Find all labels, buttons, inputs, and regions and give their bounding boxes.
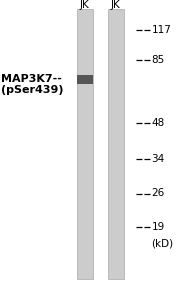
Text: 34: 34 xyxy=(152,154,165,164)
Text: 85: 85 xyxy=(152,55,165,65)
Text: 19: 19 xyxy=(152,221,165,232)
Bar xyxy=(77,75,93,84)
Text: 117: 117 xyxy=(152,25,171,35)
Text: 48: 48 xyxy=(152,118,165,128)
Text: (pSer439): (pSer439) xyxy=(1,85,63,95)
Text: (kD): (kD) xyxy=(152,238,174,248)
Bar xyxy=(77,9,93,279)
Text: JK: JK xyxy=(80,1,90,10)
Text: 26: 26 xyxy=(152,188,165,199)
Text: MAP3K7--: MAP3K7-- xyxy=(1,74,62,85)
Text: JK: JK xyxy=(111,1,121,10)
Bar xyxy=(108,9,124,279)
